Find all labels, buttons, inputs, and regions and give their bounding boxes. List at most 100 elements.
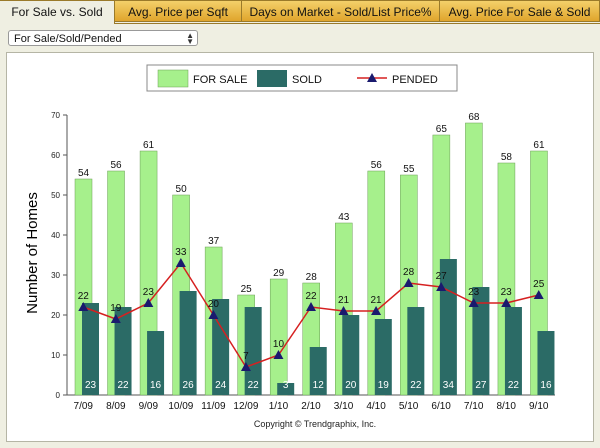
pended-data-label: 19: [110, 303, 122, 314]
x-tick-label: 3/10: [334, 401, 354, 412]
sold-data-label: 22: [508, 380, 520, 391]
sold-bar: [374, 319, 392, 395]
x-tick-label: 10/09: [168, 401, 193, 412]
pended-data-label: 27: [436, 271, 448, 282]
x-tick-label: 9/10: [529, 401, 549, 412]
pended-marker: [403, 278, 414, 287]
legend-for-sale-label: FOR SALE: [193, 74, 247, 86]
sold-data-label: 16: [150, 380, 162, 391]
y-tick-label: 70: [51, 111, 60, 120]
sold-bar: [537, 331, 555, 395]
sold-bar: [212, 299, 230, 395]
for-sale-data-label: 56: [110, 160, 122, 171]
tab-for-sale-vs-sold[interactable]: For Sale vs. Sold: [0, 0, 115, 24]
for-sale-bar: [269, 278, 288, 396]
pended-marker: [208, 310, 219, 319]
x-tick-label: 11/09: [201, 401, 226, 412]
x-tick-label: 2/10: [301, 401, 321, 412]
pended-marker: [338, 306, 349, 315]
for-sale-data-label: 37: [208, 236, 220, 247]
y-tick-label: 0: [56, 391, 61, 400]
pended-data-label: 23: [501, 287, 513, 298]
sold-bar: [309, 347, 327, 395]
legend-pended-marker: [367, 73, 377, 82]
pended-data-label: 22: [78, 291, 90, 302]
tab-avg-price-for-sale-sold[interactable]: Avg. Price For Sale & Sold: [440, 0, 600, 22]
for-sale-data-label: 25: [241, 284, 253, 295]
y-tick-label: 40: [51, 231, 60, 240]
pended-line: 22 19 23 33 20 7 10 22 21 21 28 27 23 23 25: [78, 247, 545, 371]
x-tick-label: 8/10: [496, 401, 516, 412]
sold-data-label: 12: [313, 380, 325, 391]
sold-data-label: 23: [85, 380, 97, 391]
sold-bar: [244, 307, 262, 395]
pended-data-label: 10: [273, 339, 285, 350]
pended-data-label: 25: [533, 279, 545, 290]
sold-data-label: 16: [540, 380, 552, 391]
x-tick-label: 12/09: [233, 401, 258, 412]
tab-divider: [115, 23, 600, 24]
series-filter-select[interactable]: For Sale/Sold/Pended ▲ ▼: [8, 30, 198, 46]
x-tick-label: 9/09: [139, 401, 159, 412]
y-tick-label: 20: [51, 311, 60, 320]
chart-bars: 54237/0956228/0961169/09502610/09372411/…: [74, 112, 555, 412]
x-tick-label: 7/10: [464, 401, 484, 412]
pended-data-label: 33: [175, 247, 187, 258]
pended-marker: [240, 362, 251, 371]
y-axis-label: Number of Homes: [24, 192, 41, 314]
pended-marker: [371, 306, 382, 315]
pended-data-label: 21: [338, 295, 350, 306]
for-sale-data-label: 50: [176, 184, 188, 195]
pended-data-label: 23: [468, 287, 480, 298]
for-sale-data-label: 28: [306, 272, 318, 283]
x-tick-label: 7/09: [74, 401, 94, 412]
copyright-text: Copyright © Trendgraphix, Inc.: [254, 419, 376, 429]
sold-data-label: 22: [248, 380, 260, 391]
sold-bar: [472, 287, 490, 395]
for-sale-data-label: 65: [436, 124, 448, 135]
x-tick-label: 5/10: [399, 401, 419, 412]
for-sale-data-label: 56: [371, 160, 383, 171]
tab-days-on-market[interactable]: Days on Market - Sold/List Price%: [242, 0, 440, 22]
sold-data-label: 22: [117, 380, 129, 391]
for-sale-data-label: 55: [403, 164, 415, 175]
legend-sold-label: SOLD: [292, 74, 322, 86]
for-sale-data-label: 68: [468, 112, 480, 123]
sold-bar: [114, 307, 132, 395]
y-tick-label: 30: [51, 271, 60, 280]
pended-marker: [533, 290, 544, 299]
series-filter-value: For Sale/Sold/Pended: [14, 33, 122, 45]
homes-chart: FOR SALE SOLD PENDED 0 10 20 30 40 50 60 70 54 23 7…: [24, 64, 555, 429]
y-tick-label: 10: [51, 351, 60, 360]
x-tick-label: 8/09: [106, 401, 126, 412]
for-sale-data-label: 61: [143, 140, 155, 151]
sold-data-label: 34: [443, 380, 455, 391]
x-tick-label: 1/10: [269, 401, 289, 412]
sold-bar: [147, 331, 165, 395]
legend-box: [146, 64, 458, 92]
pended-data-label: 22: [305, 291, 317, 302]
pended-marker: [110, 314, 121, 323]
sold-bar: [179, 291, 197, 395]
for-sale-data-label: 43: [338, 212, 350, 223]
legend: FOR SALE SOLD PENDED: [146, 64, 458, 92]
for-sale-data-label: 58: [501, 152, 513, 163]
sold-data-label: 20: [345, 380, 357, 391]
tab-avg-price-per-sqft[interactable]: Avg. Price per Sqft: [115, 0, 242, 22]
pended-marker: [306, 302, 316, 311]
y-tick-label: 60: [51, 151, 60, 160]
sold-bar: [504, 307, 522, 395]
sold-data-label: 22: [410, 380, 422, 391]
y-tick-label: 50: [51, 191, 60, 200]
tab-bar: For Sale vs. Sold Avg. Price per Sqft Da…: [0, 0, 600, 24]
pended-marker: [501, 298, 512, 307]
legend-pended-label: PENDED: [392, 74, 438, 86]
pended-marker: [468, 298, 479, 307]
sold-data-label: 3: [283, 380, 289, 391]
x-tick-label: 6/10: [431, 401, 451, 412]
legend-sold-swatch: [257, 70, 287, 87]
pended-data-label: 20: [208, 299, 220, 310]
pended-data-label: 28: [403, 267, 415, 278]
for-sale-data-label: 54: [78, 168, 90, 179]
pended-data-label: 23: [143, 287, 155, 298]
